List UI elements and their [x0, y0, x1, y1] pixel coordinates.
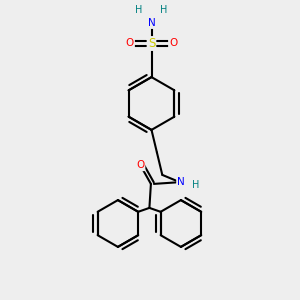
Text: H: H — [192, 180, 199, 190]
Text: O: O — [126, 38, 134, 49]
Text: N: N — [148, 18, 155, 28]
Text: H: H — [135, 4, 142, 15]
Text: N: N — [177, 177, 185, 188]
Text: O: O — [136, 160, 145, 170]
Text: S: S — [148, 37, 155, 50]
Text: O: O — [169, 38, 177, 49]
Text: H: H — [160, 4, 168, 15]
